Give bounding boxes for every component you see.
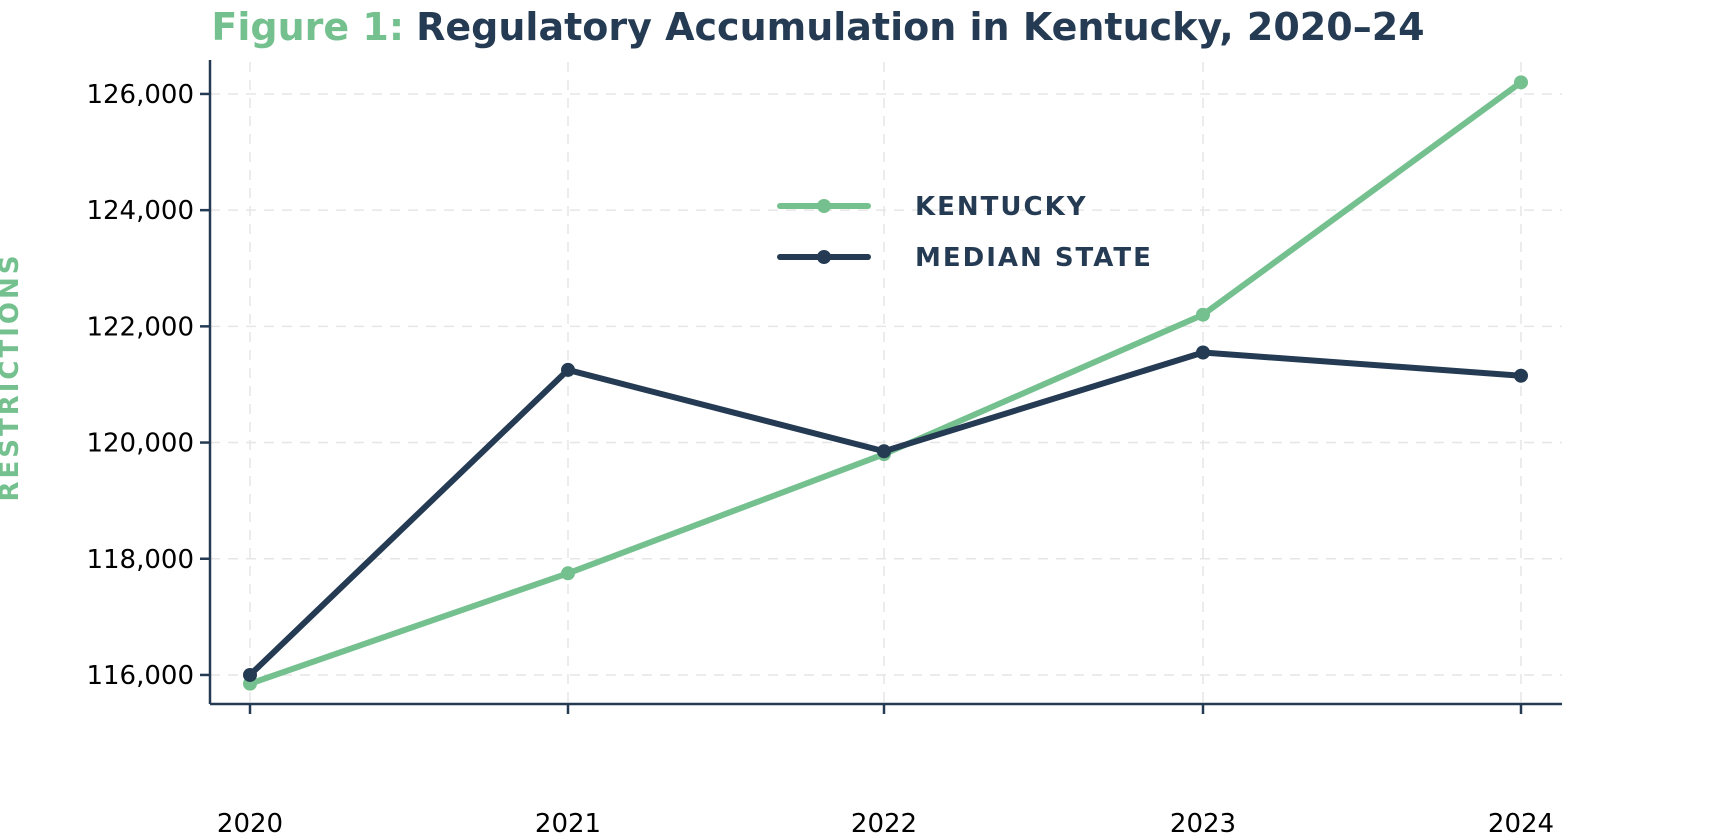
data-point-median-state <box>1196 345 1210 360</box>
legend-swatch-marker-median-state <box>817 250 831 264</box>
axes <box>200 60 1562 714</box>
series-line-kentucky <box>247 79 1524 687</box>
series <box>243 75 1528 691</box>
y-tick-label: 116,000 <box>86 661 194 691</box>
y-tick-label: 118,000 <box>86 545 194 575</box>
series-line-median-state <box>247 349 1524 678</box>
tick-labels: 116,000 118,000 120,000 122,000 124,000 126,0… <box>86 80 1554 835</box>
data-point-median-state <box>243 667 257 682</box>
chart-title-main: Regulatory Accumulation in Kentucky, 202… <box>416 5 1424 49</box>
x-tick-label: 2020 <box>217 809 283 835</box>
data-point-kentucky <box>1514 75 1528 90</box>
y-tick-label: 126,000 <box>86 80 194 110</box>
legend: KENTUCKY MEDIAN STATE <box>777 192 1153 273</box>
data-point-median-state <box>1514 368 1528 383</box>
y-tick-label: 122,000 <box>86 312 194 342</box>
x-tick-label: 2023 <box>1170 809 1236 835</box>
data-point-median-state <box>561 362 575 377</box>
x-tick-label: 2022 <box>851 809 917 835</box>
y-tick-label: 124,000 <box>86 196 194 226</box>
chart-title-prefix: Figure 1: <box>211 5 404 49</box>
y-tick-label: 120,000 <box>86 429 194 459</box>
data-point-kentucky <box>1196 307 1210 322</box>
data-point-kentucky <box>561 566 575 581</box>
x-tick-label: 2021 <box>535 809 601 835</box>
grid <box>210 62 1562 704</box>
chart-title: Figure 1: Regulatory Accumulation in Ken… <box>211 5 1424 49</box>
legend-swatch-marker-kentucky <box>817 199 831 213</box>
legend-label-median-state: MEDIAN STATE <box>915 243 1153 273</box>
legend-label-kentucky: KENTUCKY <box>915 192 1088 222</box>
y-axis-label: RESTRICTIONS <box>0 252 25 501</box>
data-point-median-state <box>877 444 891 459</box>
x-tick-label: 2024 <box>1488 809 1554 835</box>
